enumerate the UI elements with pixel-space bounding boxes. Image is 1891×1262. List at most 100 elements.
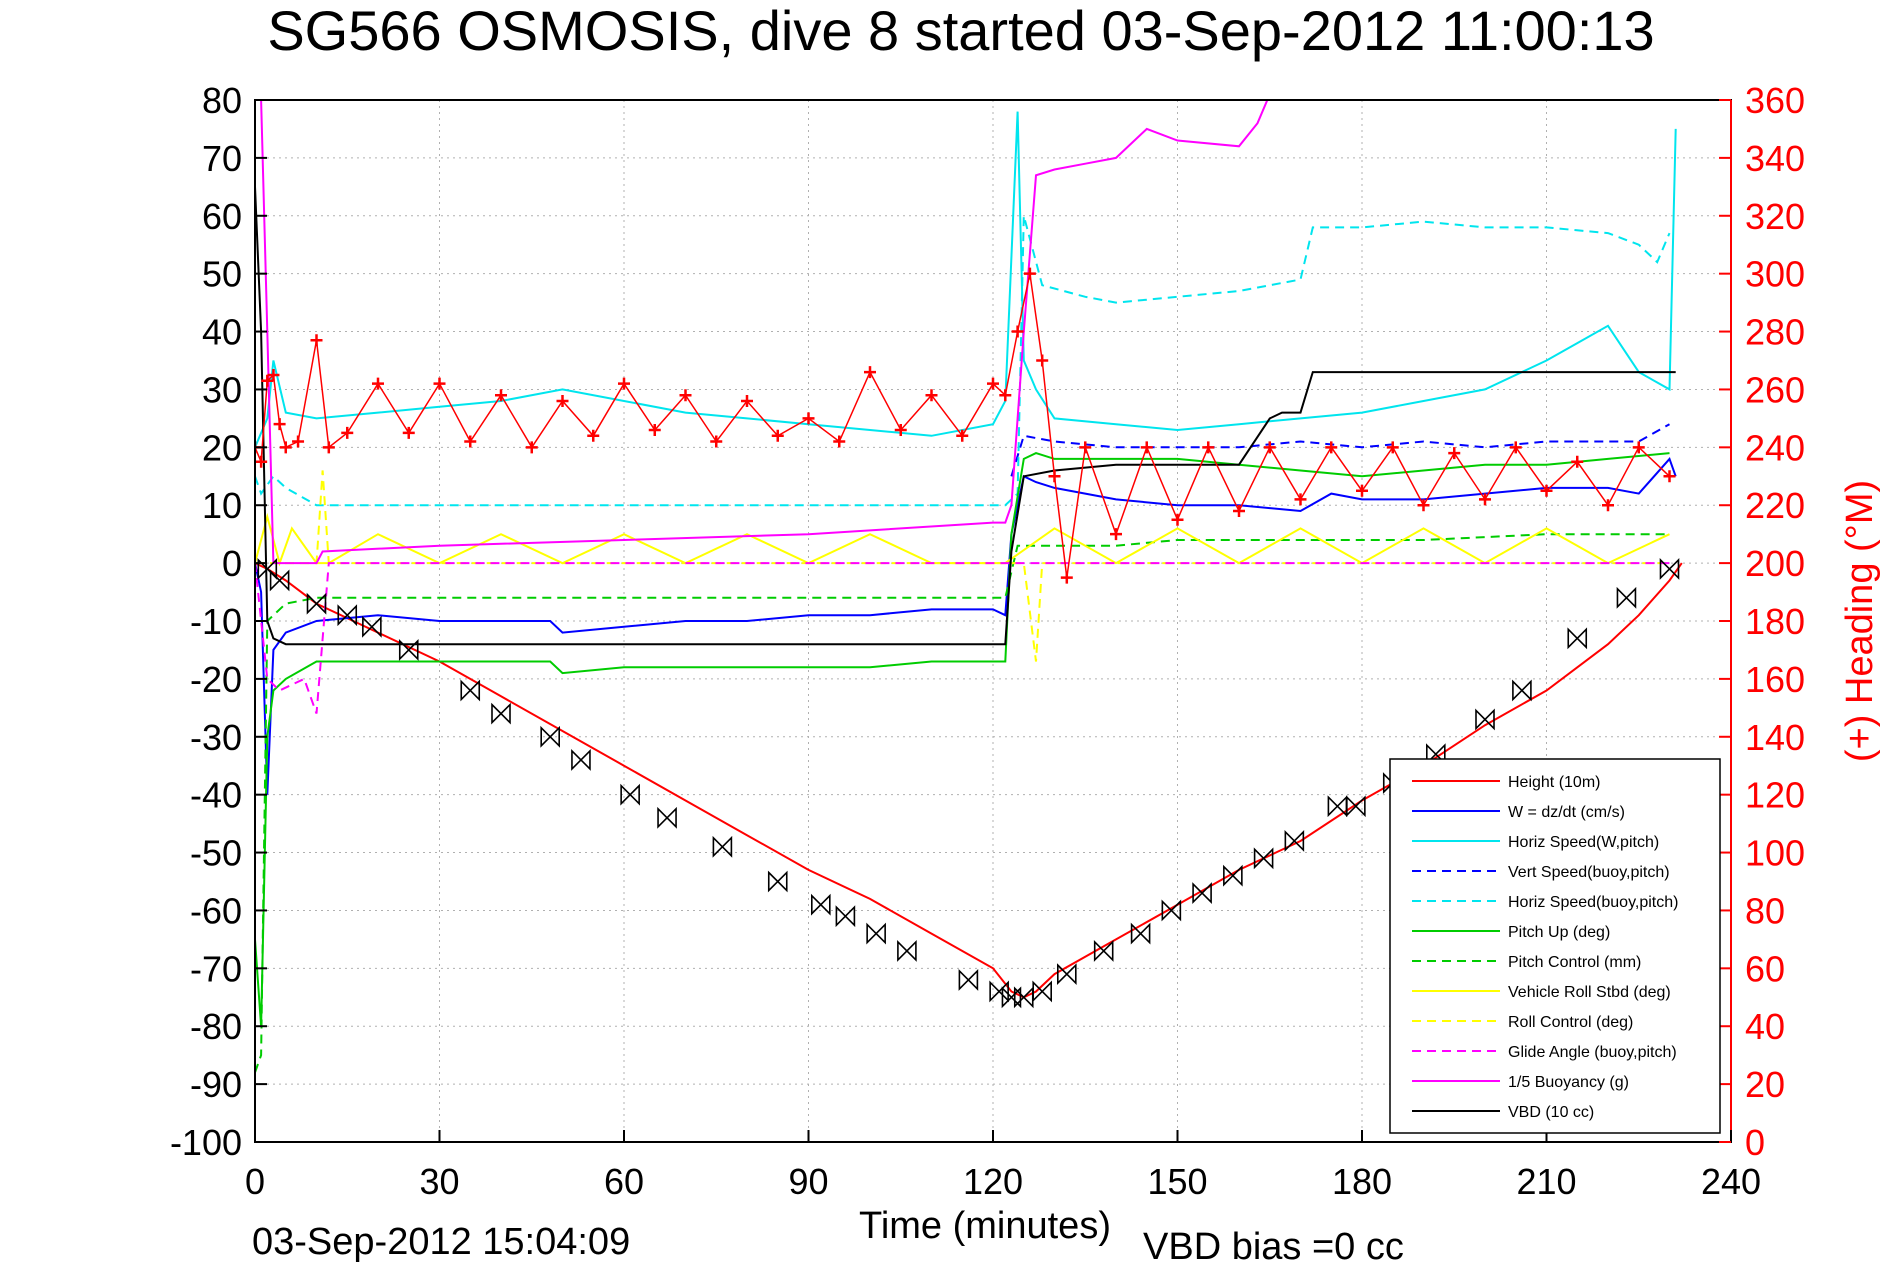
dive-marker xyxy=(1130,922,1151,945)
legend: Height (10m) W = dz/dt (cm/s) Horiz Speed(… xyxy=(1389,758,1721,1134)
dive-marker xyxy=(958,968,979,991)
heading-marker xyxy=(956,429,969,442)
y-right-tick-label: 300 xyxy=(1745,254,1805,295)
x-tick-label: 240 xyxy=(1701,1161,1761,1202)
legend-box xyxy=(1389,758,1721,1134)
y-tick-label: 10 xyxy=(202,485,242,526)
y-tick-label: 70 xyxy=(202,138,242,179)
heading-marker xyxy=(1140,441,1153,454)
y-right-tick-label: 20 xyxy=(1745,1064,1785,1105)
heading-marker xyxy=(1023,267,1036,280)
y-tick-label: -40 xyxy=(190,775,242,816)
y-right-tick-label: 320 xyxy=(1745,196,1805,237)
y-right-tick-label: 160 xyxy=(1745,659,1805,700)
heading-marker xyxy=(322,441,335,454)
y-right-tick-label: 120 xyxy=(1745,775,1805,816)
dive-marker xyxy=(1057,963,1077,986)
footer-vbd-bias: VBD bias =0 cc xyxy=(1143,1226,1404,1262)
heading-marker xyxy=(525,441,538,454)
heading-marker xyxy=(1263,441,1276,454)
dive-marker xyxy=(1616,586,1637,609)
dive-marker xyxy=(811,893,831,916)
heading-marker xyxy=(648,423,661,436)
heading-marker xyxy=(741,395,753,408)
y-axis-left: 80 70 60 50 40 30 20 10 0 -10 -20 -30 -40 -50 -60 -70 -8… xyxy=(170,80,267,1163)
heading-marker xyxy=(556,395,569,408)
legend-entry: 1/5 Buoyancy (g) xyxy=(1508,1074,1629,1091)
y-right-tick-label: 180 xyxy=(1745,601,1805,642)
heading-marker xyxy=(1386,441,1399,454)
heading-marker xyxy=(1448,447,1461,460)
series-line-6 xyxy=(255,452,1670,1027)
dive-marker xyxy=(571,749,591,771)
heading-marker xyxy=(710,435,723,448)
dive-marker xyxy=(1032,980,1052,1003)
legend-entry: Horiz Speed(buoy,pitch) xyxy=(1508,894,1678,911)
heading-marker xyxy=(1571,455,1584,468)
y-tick-label: 60 xyxy=(202,196,242,237)
y-tick-label: 40 xyxy=(202,312,242,353)
heading-marker xyxy=(1079,441,1092,454)
series-line-2 xyxy=(255,456,1677,795)
dive-marker xyxy=(398,639,419,661)
heading-marker xyxy=(402,426,415,439)
heading-marker xyxy=(1602,499,1614,512)
legend-entry: Horiz Speed(W,pitch) xyxy=(1508,834,1659,851)
heading-marker xyxy=(1233,505,1245,518)
x-axis-label: Time (minutes) xyxy=(859,1205,1111,1247)
dive-marker xyxy=(1567,627,1588,650)
legend-entry: Vert Speed(buoy,pitch) xyxy=(1508,864,1670,881)
dive-marker xyxy=(1512,679,1532,702)
dive-marker xyxy=(269,569,290,592)
heading-marker xyxy=(267,368,280,381)
x-tick-label: 60 xyxy=(604,1161,644,1202)
y-tick-label: 50 xyxy=(202,254,242,295)
legend-entry: Height (10m) xyxy=(1508,774,1600,791)
legend-entry: Vehicle Roll Stbd (deg) xyxy=(1508,984,1671,1001)
dive-marker xyxy=(306,592,327,615)
y-right-tick-label: 260 xyxy=(1745,369,1805,410)
series-line-10 xyxy=(255,562,1670,714)
heading-marker xyxy=(372,377,384,390)
heading-marker xyxy=(802,412,815,425)
heading-marker xyxy=(1417,499,1430,512)
heading-marker xyxy=(1540,484,1553,497)
heading-marker xyxy=(587,429,600,442)
y-axis-right-label: (+) Heading (°M) xyxy=(1839,480,1881,762)
dive-marker xyxy=(460,679,481,702)
dive-marker xyxy=(620,783,640,806)
dive-marker xyxy=(657,806,677,829)
heading-marker xyxy=(255,455,268,468)
x-tick-label: 180 xyxy=(1332,1161,1392,1202)
heading-marker xyxy=(1479,493,1491,506)
series-line-8 xyxy=(255,512,1670,567)
heading-marker xyxy=(1356,484,1368,497)
y-right-tick-label: 80 xyxy=(1745,890,1785,931)
heading-marker xyxy=(433,377,446,390)
heading-marker xyxy=(1663,470,1676,483)
heading-marker xyxy=(1036,354,1049,367)
heading-line xyxy=(255,273,1671,578)
heading-marker xyxy=(987,377,999,390)
y-tick-label: -100 xyxy=(170,1122,242,1163)
heading-marker xyxy=(618,377,630,390)
series-line-3 xyxy=(255,111,1677,448)
heading-marker xyxy=(833,435,846,448)
y-tick-label: -70 xyxy=(190,948,242,989)
y-right-tick-label: 140 xyxy=(1745,717,1805,758)
y-tick-label: -60 xyxy=(190,890,242,931)
series-line-9 xyxy=(255,470,1670,662)
legend-entry: Pitch Up (deg) xyxy=(1508,924,1610,941)
y-right-tick-label: 200 xyxy=(1745,543,1805,584)
y-tick-label: -20 xyxy=(190,659,242,700)
series-line-7 xyxy=(255,533,1670,1073)
y-right-tick-label: 220 xyxy=(1745,485,1805,526)
dive-marker xyxy=(1346,795,1366,818)
heading-marker xyxy=(1509,441,1522,454)
heading-marker xyxy=(495,389,507,402)
x-tick-label: 0 xyxy=(245,1161,265,1202)
y-right-tick-label: 0 xyxy=(1745,1122,1765,1163)
heading-marker xyxy=(273,418,286,431)
y-right-tick-label: 360 xyxy=(1745,80,1805,121)
